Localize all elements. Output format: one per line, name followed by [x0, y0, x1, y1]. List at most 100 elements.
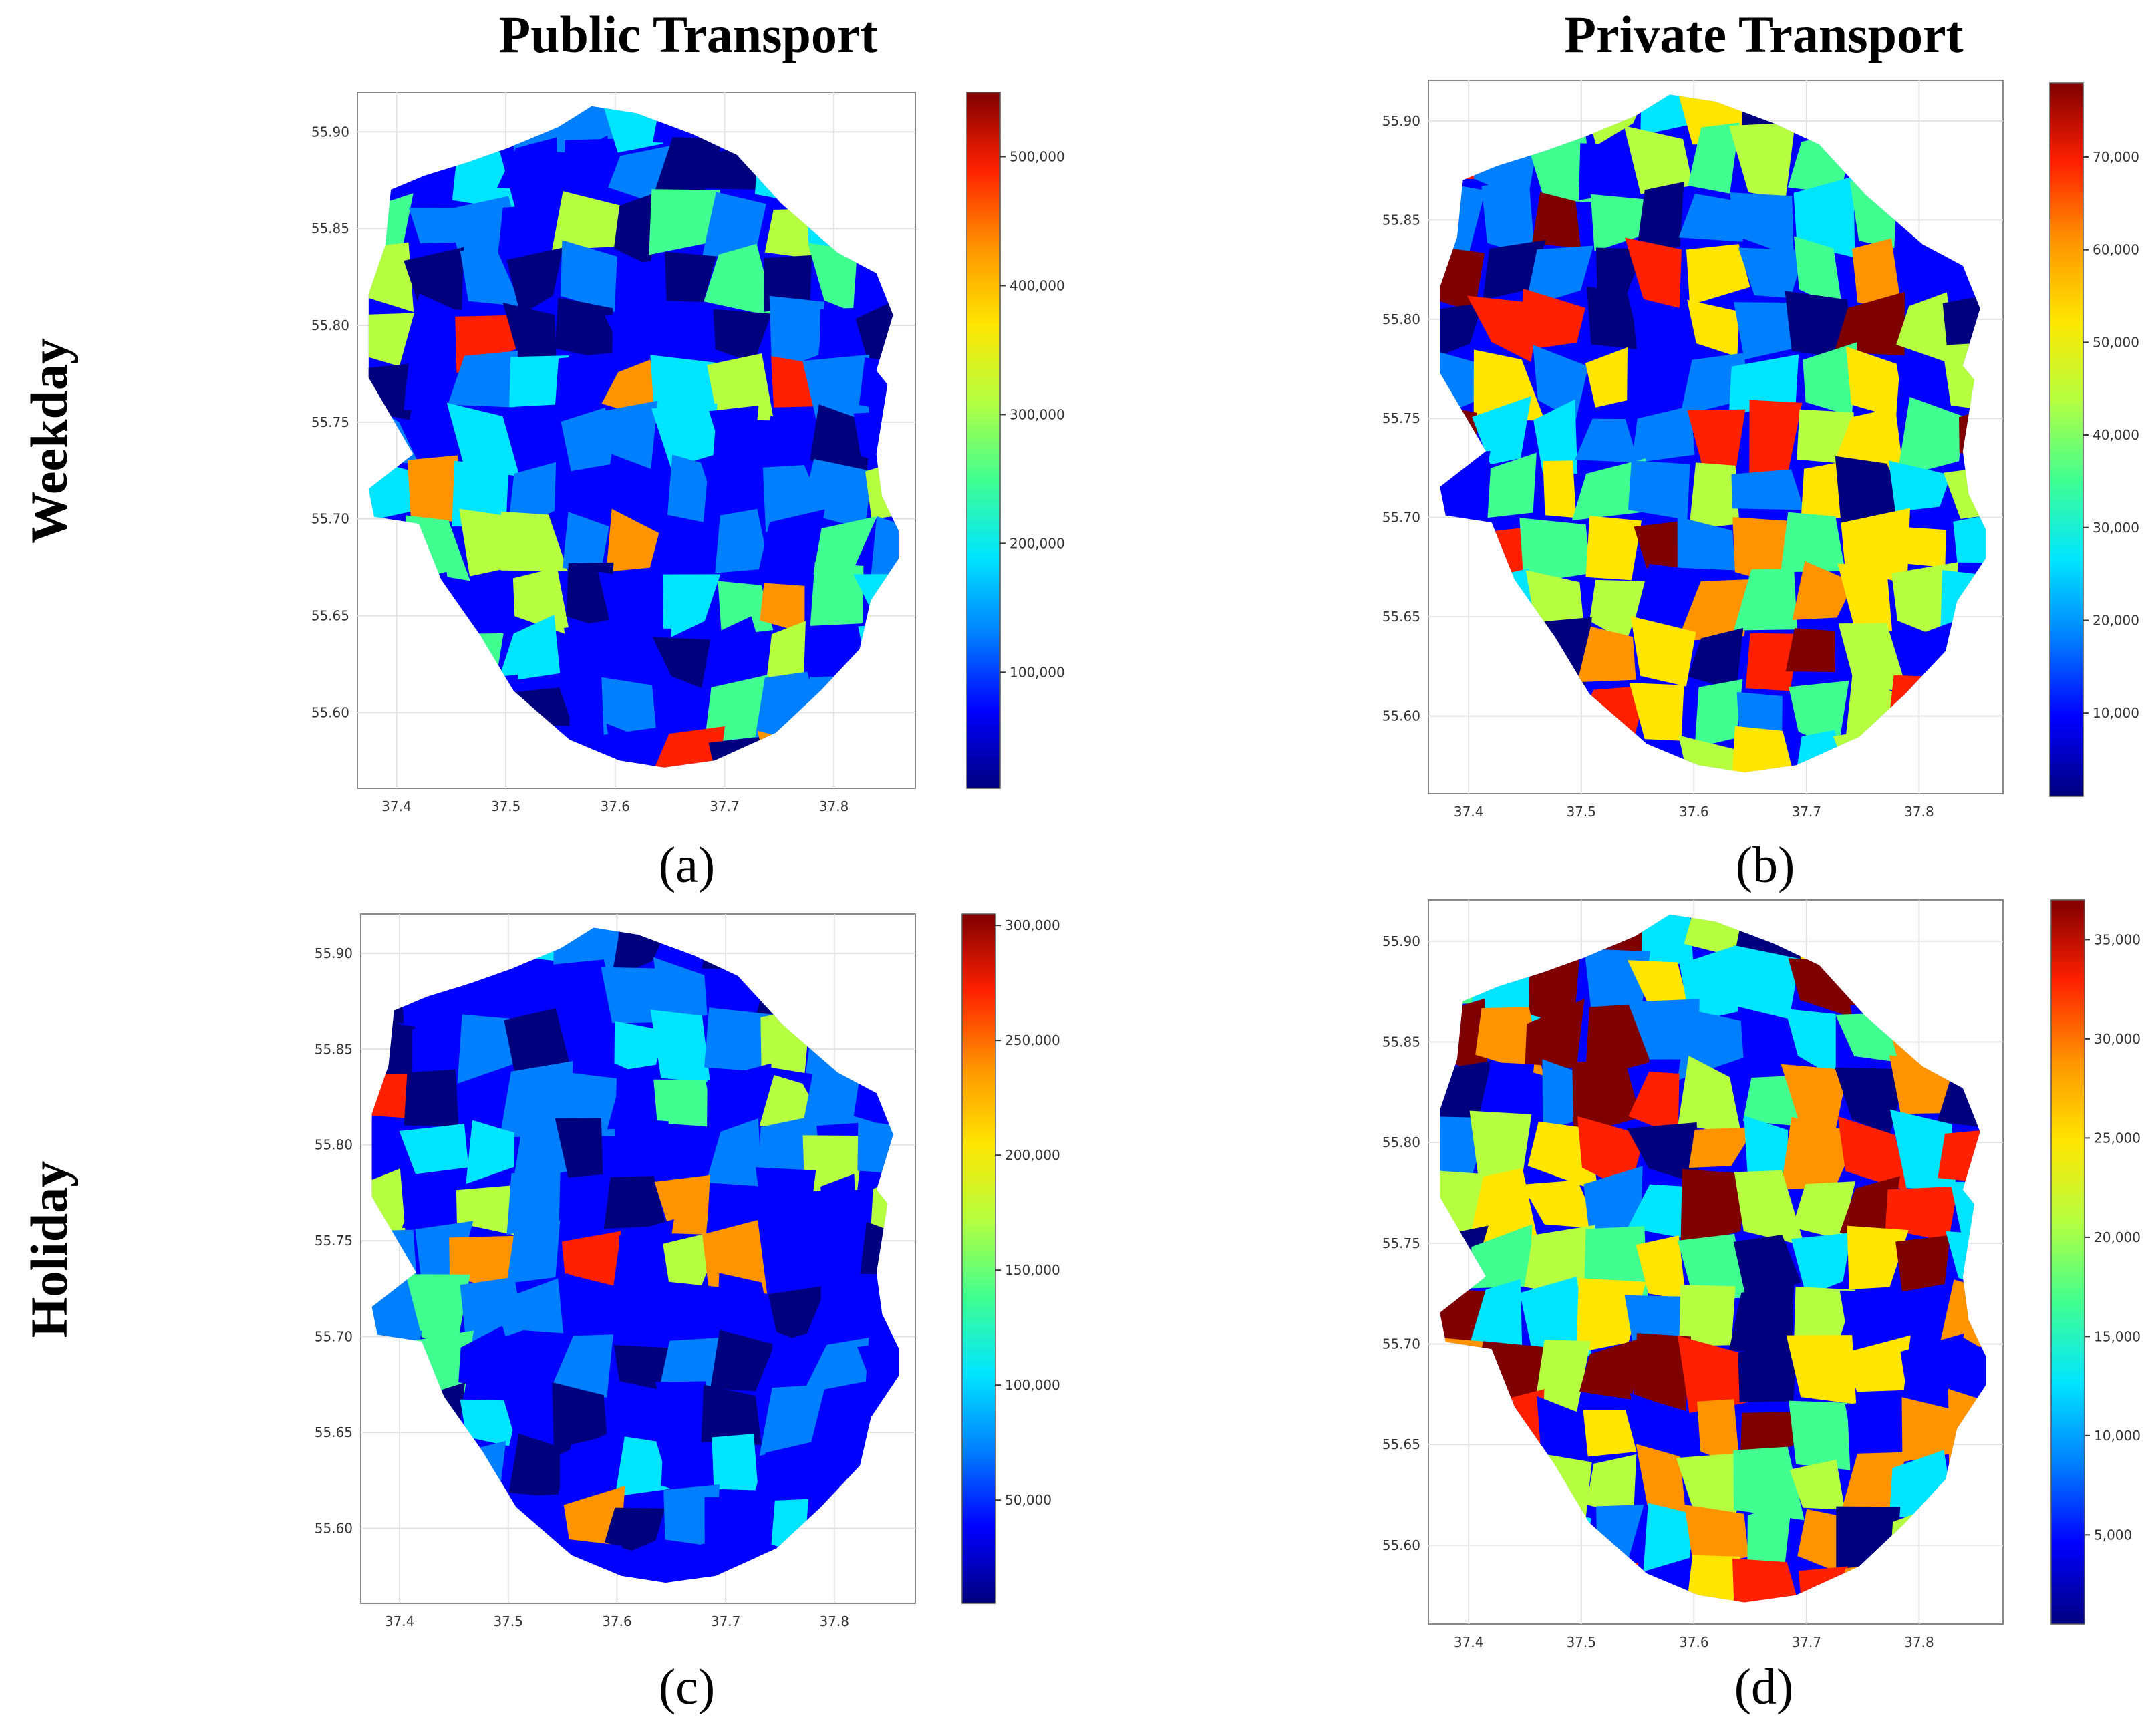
colorbar-tick-label: 500,000 [1010, 148, 1065, 164]
colorbar-tick-label: 150,000 [1005, 1262, 1060, 1278]
colorbar [961, 913, 996, 1604]
colorbar-tick-label: 30,000 [2093, 520, 2139, 536]
district [506, 1220, 561, 1284]
district [657, 1291, 718, 1339]
colorbar-tick-label: 20,000 [2094, 1229, 2141, 1245]
colorbar-tick-label: 10,000 [2093, 705, 2139, 721]
district [769, 295, 825, 373]
district [1677, 579, 1750, 642]
x-tick-label: 37.5 [1566, 1634, 1596, 1650]
district [500, 511, 568, 571]
district [1680, 1168, 1746, 1247]
x-tick-label: 37.8 [1904, 1634, 1934, 1650]
y-tick-label: 55.65 [315, 1424, 353, 1440]
x-tick-label: 37.6 [602, 1613, 632, 1629]
district [404, 353, 448, 412]
district [466, 1120, 514, 1185]
district [1633, 1333, 1692, 1411]
colorbar-tick-label: 20,000 [2093, 612, 2139, 628]
x-tick-label: 37.7 [710, 798, 740, 814]
district-polygons [371, 927, 899, 1583]
district [1781, 512, 1845, 573]
district [1440, 302, 1484, 365]
district [710, 1329, 775, 1392]
y-tick-label: 55.85 [1382, 1034, 1420, 1050]
colorbar-tick-label: 30,000 [2094, 1031, 2141, 1047]
map-panel-b: 37.4 37.5 37.6 37.7 37.8 55.90 55.85 55.80 55.75… [1382, 80, 2139, 893]
district [1789, 1400, 1851, 1470]
district [1845, 1398, 1907, 1453]
y-tick-label: 55.75 [1382, 1235, 1420, 1251]
district [1625, 237, 1682, 308]
colorbar-tick-label: 200,000 [1005, 1147, 1060, 1163]
district [704, 1497, 764, 1554]
district [561, 1231, 621, 1286]
district [1636, 182, 1684, 258]
district [1585, 1003, 1650, 1080]
district [712, 1434, 758, 1491]
y-tick-label: 55.70 [1382, 1336, 1420, 1352]
district [1535, 1340, 1591, 1412]
district [1579, 1336, 1648, 1400]
district [759, 1384, 826, 1456]
map-panel-d: 37.4 37.5 37.6 37.7 37.8 55.90 55.85 55.80 55.75… [1382, 899, 2141, 1715]
district [709, 406, 759, 459]
y-tick-label: 55.80 [1382, 311, 1420, 327]
district [1686, 244, 1750, 305]
row-title-holiday: Holiday [20, 1161, 78, 1338]
district [1889, 460, 1951, 512]
district [601, 106, 663, 153]
district [497, 615, 561, 683]
y-tick-label: 55.70 [1382, 510, 1420, 526]
district [1537, 1396, 1581, 1460]
district [653, 1079, 716, 1127]
district [653, 514, 717, 571]
colorbar-tick-label: 50,000 [1005, 1492, 1052, 1508]
district [559, 135, 615, 203]
district [520, 416, 570, 472]
y-tick-label: 55.75 [311, 414, 349, 430]
x-tick-label: 37.4 [1454, 804, 1484, 820]
district [1895, 1235, 1950, 1292]
district [506, 247, 563, 315]
district [1730, 726, 1801, 772]
district [651, 403, 718, 468]
district [404, 1069, 459, 1127]
district [1583, 1410, 1637, 1457]
district [371, 1116, 414, 1181]
panel-label: (a) [659, 837, 715, 893]
district [1897, 397, 1964, 478]
district [404, 247, 464, 310]
y-tick-label: 55.80 [1382, 1134, 1420, 1150]
panel-label: (c) [659, 1659, 715, 1715]
district [756, 509, 825, 582]
x-tick-label: 37.4 [385, 1613, 415, 1629]
district [756, 1167, 816, 1230]
district [1678, 193, 1747, 242]
y-tick-label: 55.80 [315, 1137, 353, 1153]
y-tick-label: 55.90 [1382, 113, 1420, 129]
district [1585, 347, 1628, 408]
colorbar [2050, 899, 2085, 1625]
y-tick-label: 55.60 [1382, 708, 1420, 724]
district [701, 1384, 762, 1446]
colorbar [2049, 82, 2084, 797]
district [1892, 526, 1946, 568]
colorbar-tick-label: 100,000 [1010, 664, 1065, 680]
district [1731, 469, 1805, 510]
district [1938, 1129, 1986, 1185]
colorbar-tick-label: 25,000 [2094, 1130, 2141, 1146]
district [615, 1436, 671, 1497]
district [655, 1130, 716, 1174]
district [649, 726, 725, 768]
district [448, 351, 518, 408]
district [1525, 245, 1594, 308]
x-tick-label: 37.8 [1904, 804, 1934, 820]
y-tick-label: 55.70 [311, 511, 349, 527]
column-title-private-transport: Private Transport [1564, 5, 1963, 63]
district [1843, 1335, 1911, 1392]
y-tick-label: 55.80 [311, 317, 349, 333]
district [1835, 456, 1912, 522]
district [399, 293, 470, 367]
colorbar-tick-label: 200,000 [1010, 535, 1065, 551]
